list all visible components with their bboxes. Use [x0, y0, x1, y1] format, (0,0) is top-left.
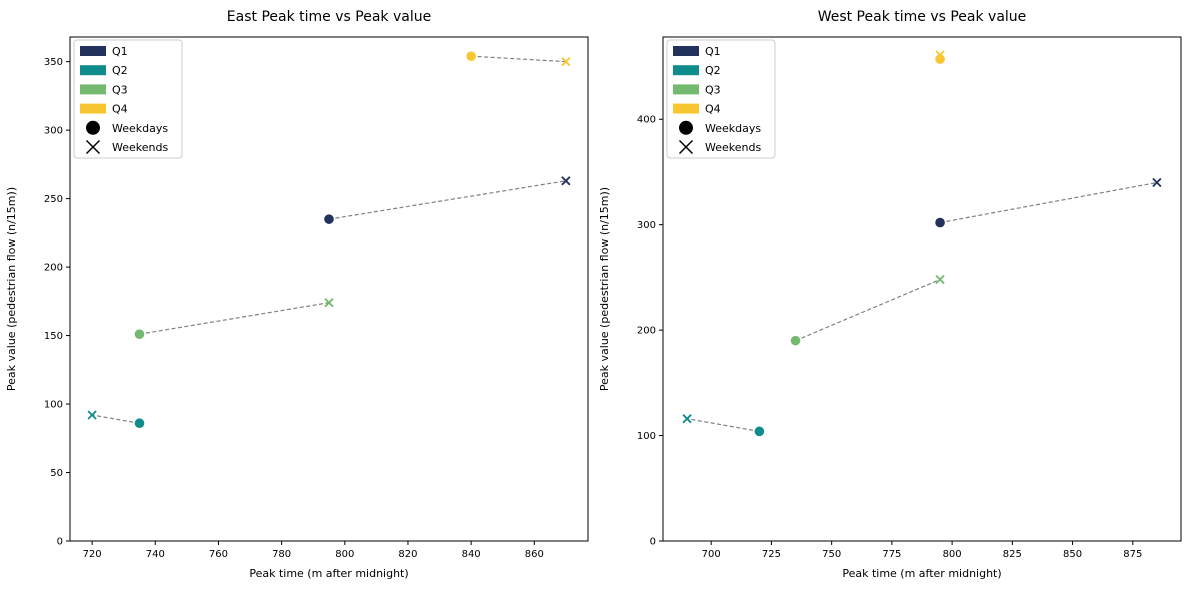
connector-line-q4 — [471, 55, 566, 63]
legend-label-q2: Q2 — [705, 64, 721, 77]
point-q1-weekdays — [324, 214, 334, 224]
x-tick-label: 875 — [1123, 549, 1142, 560]
point-q2-weekdays — [134, 418, 145, 429]
legend-swatch-q1 — [673, 46, 699, 56]
connector-line-q3 — [795, 278, 941, 342]
point-q1-weekends — [561, 176, 571, 186]
legend-label-q2: Q2 — [112, 64, 128, 77]
legend-swatch-q4 — [673, 103, 699, 114]
point-q3-weekdays — [134, 329, 145, 339]
x-axis-label: Peak time (m after midnight) — [842, 567, 1001, 580]
legend-swatch-q4 — [80, 103, 106, 114]
y-tick-label: 400 — [637, 115, 656, 126]
legend-label-weekdays: Weekdays — [705, 122, 761, 135]
connector-line-q3 — [139, 302, 330, 335]
y-tick-label: 100 — [44, 400, 63, 411]
legend-x-weekends — [678, 139, 694, 155]
west-chart: West Peak time vs Peak value 700 725 750 775… — [598, 9, 1182, 580]
connector-line-q1 — [328, 180, 566, 220]
legend-label-q4: Q4 — [112, 103, 128, 116]
y-tick-label: 250 — [44, 194, 63, 205]
x-tick-label: 725 — [762, 549, 781, 560]
plot-frame — [69, 36, 589, 542]
legend-circle-weekdays — [679, 120, 693, 135]
point-q1-weekends — [1152, 177, 1162, 188]
legend-label-weekends: Weekends — [705, 141, 761, 154]
y-tick-label: 100 — [637, 431, 656, 442]
x-tick-label: 780 — [272, 549, 291, 560]
legend-swatch-q3 — [80, 84, 106, 95]
chart-title: East Peak time vs Peak value — [227, 9, 431, 25]
legend-swatch-q3 — [673, 84, 699, 95]
y-tick-label: 50 — [50, 468, 63, 479]
y-tick-label: 300 — [637, 220, 656, 231]
y-axis-label: Peak value (pedestrian flow (n/15m)) — [598, 187, 611, 391]
y-tick-label: 300 — [44, 126, 63, 137]
connector-line-q1 — [939, 181, 1158, 224]
legend-label-weekends: Weekends — [112, 141, 168, 154]
point-q2-weekdays — [754, 426, 765, 437]
chart-title: West Peak time vs Peak value — [818, 9, 1027, 25]
legend-swatch-q1 — [80, 46, 106, 56]
legend-label-q1: Q1 — [705, 45, 721, 58]
point-q3-weekdays — [790, 335, 801, 346]
y-tick-label: 200 — [637, 326, 656, 337]
x-axis-label: Peak time (m after midnight) — [249, 567, 408, 580]
x-tick-label: 720 — [83, 549, 102, 560]
point-q2-weekends — [87, 410, 97, 420]
x-tick-label: 775 — [882, 549, 901, 560]
legend-label-q3: Q3 — [705, 83, 721, 96]
plot-frame — [662, 36, 1182, 542]
connector-line-q2 — [686, 418, 760, 432]
legend: Q1 Q2 Q3 Q4 Weekdays Weekends — [73, 39, 183, 159]
legend-swatch-q2 — [80, 65, 106, 76]
y-axis-label: Peak value (pedestrian flow (n/15m)) — [5, 187, 18, 391]
x-tick-label: 825 — [1003, 549, 1022, 560]
x-tick-label: 760 — [209, 549, 228, 560]
y-tick-label: 350 — [44, 57, 63, 68]
y-tick-label: 0 — [57, 537, 63, 548]
legend-circle-weekdays — [86, 120, 100, 135]
y-tick-label: 0 — [650, 537, 656, 548]
x-tick-label: 800 — [335, 549, 354, 560]
legend-label-weekdays: Weekdays — [112, 122, 168, 135]
legend-x-weekends — [85, 139, 101, 155]
y-tick-label: 200 — [44, 263, 63, 274]
point-q3-weekends — [935, 274, 945, 285]
point-q3-weekends — [324, 298, 334, 308]
legend-label-q1: Q1 — [112, 45, 128, 58]
legend-label-q3: Q3 — [112, 83, 128, 96]
point-q2-weekends — [682, 414, 692, 424]
legend: Q1 Q2 Q3 Q4 Weekdays Weekends — [666, 39, 776, 159]
point-q4-weekends — [561, 57, 571, 67]
point-q1-weekdays — [935, 217, 945, 228]
legend-swatch-q2 — [673, 65, 699, 76]
point-q4-weekends — [935, 50, 945, 60]
x-tick-label: 700 — [702, 549, 721, 560]
x-tick-label: 750 — [822, 549, 841, 560]
x-tick-label: 800 — [943, 549, 962, 560]
point-q4-weekdays — [466, 51, 476, 61]
x-tick-label: 840 — [462, 549, 481, 560]
x-tick-label: 740 — [146, 549, 165, 560]
y-tick-label: 150 — [44, 331, 63, 342]
x-tick-label: 820 — [398, 549, 417, 560]
connector-line-q2 — [92, 414, 140, 424]
legend-label-q4: Q4 — [705, 103, 721, 116]
east-chart: East Peak time vs Peak value 720 740 760 780… — [5, 9, 589, 580]
x-tick-label: 860 — [525, 549, 544, 560]
x-tick-label: 850 — [1063, 549, 1082, 560]
